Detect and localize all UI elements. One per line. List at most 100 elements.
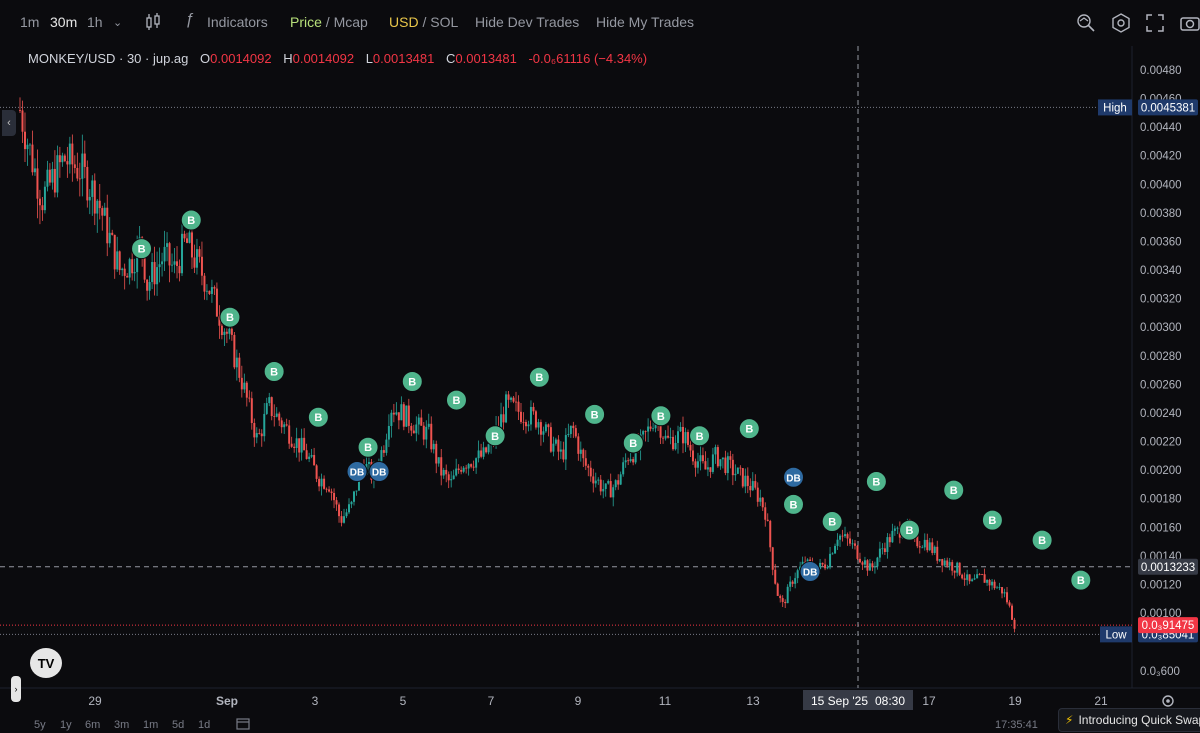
candle [387, 414, 390, 448]
price-tick-label: 0.0₃600 [1140, 666, 1180, 678]
price-option[interactable]: Price [290, 14, 322, 30]
drawing-panel-handle-icon[interactable]: › [11, 676, 21, 702]
candle-body [485, 447, 488, 453]
interval-1h[interactable]: 1h [87, 14, 103, 30]
candle-body [475, 458, 478, 468]
dev-buy-marker[interactable]: DB [799, 561, 821, 583]
candle [691, 442, 694, 466]
buy-marker[interactable]: B [899, 519, 921, 541]
tradingview-logo-icon[interactable]: TV [30, 648, 62, 678]
candle [694, 458, 697, 477]
buy-marker[interactable]: B [584, 403, 606, 425]
buy-marker[interactable]: B [528, 366, 550, 388]
interval-1m[interactable]: 1m [20, 14, 40, 30]
range-1d[interactable]: 1d [198, 719, 211, 731]
buy-marker[interactable]: B [131, 238, 153, 260]
range-5d[interactable]: 5d [172, 719, 185, 731]
settings-icon[interactable] [1111, 13, 1131, 36]
buy-marker[interactable]: B [783, 493, 804, 515]
mcap-option[interactable]: Mcap [333, 14, 368, 30]
high-key: H [283, 51, 293, 66]
candle [455, 458, 458, 477]
gear-icon[interactable] [1162, 695, 1174, 707]
candle-body [976, 574, 979, 579]
buy-marker[interactable]: B [219, 306, 241, 328]
usd-option[interactable]: USD [389, 14, 419, 30]
buy-marker[interactable]: B [357, 436, 379, 458]
buy-marker[interactable]: B [821, 511, 843, 533]
buy-marker[interactable]: B [263, 361, 285, 383]
buy-marker[interactable]: B [180, 209, 202, 231]
buy-marker[interactable]: B [1070, 569, 1092, 591]
candle [313, 447, 316, 466]
collapse-legend-chevron-icon[interactable]: ‹ [2, 110, 16, 136]
hide-dev-trades-button[interactable]: Hide Dev Trades [475, 14, 580, 30]
price-axis[interactable]: 0.004800.004600.004400.004200.004000.003… [1140, 65, 1182, 678]
candles-icon[interactable] [145, 12, 161, 35]
buy-marker[interactable]: B [738, 418, 760, 440]
buy-marker[interactable]: B [689, 425, 711, 447]
buy-marker[interactable]: B [865, 471, 887, 493]
buy-marker[interactable]: B [484, 425, 506, 447]
candle-body [557, 439, 560, 452]
buy-marker[interactable]: B [981, 509, 1003, 531]
candle-body [669, 436, 672, 438]
range-1m[interactable]: 1m [143, 719, 159, 731]
dev-buy-marker[interactable]: DB [783, 466, 804, 488]
range-3m[interactable]: 3m [114, 719, 130, 731]
quick-swap-toast[interactable]: ⚡ Introducing Quick Swap [1058, 708, 1200, 732]
fullscreen-icon[interactable] [1146, 14, 1164, 35]
candle [684, 427, 687, 453]
price-mcap-toggle[interactable]: Price / Mcap [290, 14, 368, 30]
candle [721, 457, 724, 469]
candle [248, 390, 251, 403]
buy-marker[interactable]: B [445, 389, 467, 411]
candle [868, 558, 871, 571]
candle [78, 162, 81, 197]
candle-body [614, 480, 617, 488]
time-tick-label: 11 [659, 694, 672, 708]
dev-buy-marker[interactable]: DB [368, 461, 390, 483]
hide-my-trades-button[interactable]: Hide My Trades [596, 14, 695, 30]
candle [512, 396, 515, 404]
candle-body [68, 143, 71, 165]
candle [886, 533, 889, 559]
candle-body [831, 553, 834, 555]
candle [958, 562, 961, 577]
candle [38, 189, 41, 225]
interval-30m[interactable]: 30m [50, 14, 78, 30]
sol-option[interactable]: SOL [430, 14, 459, 30]
buy-marker[interactable]: B [401, 371, 423, 393]
camera-icon[interactable] [1180, 14, 1200, 35]
range-1y[interactable]: 1y [60, 719, 72, 731]
candle-body [826, 567, 829, 569]
range-6m[interactable]: 6m [85, 719, 101, 731]
marker-label: B [828, 517, 836, 529]
buy-marker[interactable]: B [650, 405, 672, 427]
indicators-icon[interactable]: ƒ [185, 11, 194, 28]
usd-sol-toggle[interactable]: USD / SOL [389, 14, 458, 30]
candle [156, 251, 159, 296]
buy-marker[interactable]: B [622, 432, 644, 454]
buy-marker[interactable]: B [943, 479, 965, 501]
range-5y[interactable]: 5y [34, 719, 46, 731]
fit-icon[interactable] [1076, 13, 1096, 36]
candle [200, 241, 203, 286]
candle [669, 427, 672, 445]
candle [961, 573, 964, 580]
time-tick-label: 9 [575, 694, 582, 708]
trade-markers[interactable]: B B B B B DB B DB B B B B B B B B B DB B DB B B B B B B B [131, 209, 1092, 591]
interval-dropdown-chevron-icon[interactable]: ⌄ [113, 17, 123, 29]
candle [614, 479, 617, 491]
time-axis[interactable]: 29 Sep 3 5 7 9 11 13 17 19 21 [88, 694, 1108, 708]
indicators-button[interactable]: Indicators [207, 14, 268, 30]
symbol-label[interactable]: MONKEY/USD · 30 · jup.ag [28, 51, 189, 66]
candle [567, 423, 570, 438]
calendar-icon[interactable] [236, 717, 250, 733]
buy-marker[interactable]: B [307, 406, 329, 428]
candle-body [953, 570, 956, 573]
buy-marker[interactable]: B [1031, 529, 1053, 551]
marker-circle [783, 466, 804, 488]
dev-buy-marker[interactable]: DB [346, 461, 368, 483]
